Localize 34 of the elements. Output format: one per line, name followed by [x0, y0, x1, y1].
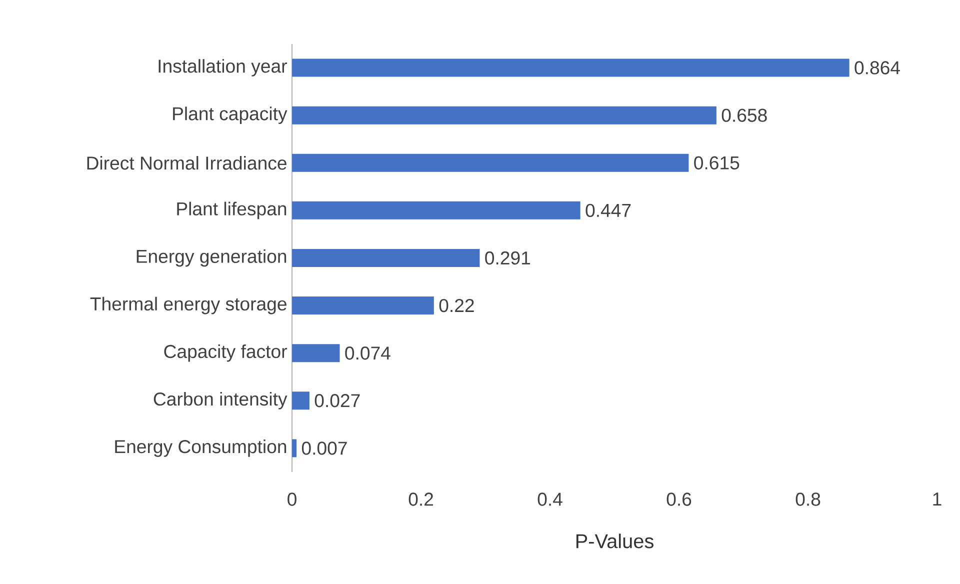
y-tick-label: Installation year — [158, 59, 287, 76]
y-tick-label: Thermal energy storage — [90, 296, 286, 314]
bar — [292, 154, 689, 172]
bar — [292, 106, 716, 124]
data-label: 0.22 — [439, 298, 474, 312]
data-label: 0.864 — [854, 61, 900, 74]
x-tick-label: 0.4 — [538, 492, 562, 506]
bar — [292, 58, 850, 77]
bar — [292, 439, 297, 458]
bar — [292, 296, 434, 315]
y-tick-label: Plant capacity — [173, 106, 288, 124]
bar — [292, 201, 580, 220]
bar — [292, 392, 310, 410]
x-tick-label: 1 — [933, 492, 942, 506]
y-tick-label: Plant lifespan — [177, 202, 286, 220]
data-label: 0.074 — [345, 346, 390, 360]
x-axis-title: P-Values — [576, 534, 654, 548]
data-label: 0.447 — [586, 204, 631, 218]
y-tick-label: Energy Consumption — [115, 440, 286, 457]
data-label: 0.291 — [485, 251, 530, 265]
y-tick-label: Direct Normal Irradiance — [87, 156, 286, 170]
y-tick-label: Carbon intensity — [154, 392, 288, 410]
x-tick-label: 0.2 — [408, 492, 434, 506]
data-label: 0.658 — [722, 108, 767, 122]
y-tick-label: Capacity factor — [164, 344, 287, 362]
x-tick-label: 0.6 — [666, 492, 692, 506]
x-tick-label: 0.8 — [796, 492, 820, 506]
y-tick-label: Energy generation — [136, 249, 286, 267]
data-label: 0.615 — [694, 156, 740, 170]
bar — [292, 248, 480, 267]
x-tick-label: 0 — [288, 492, 296, 506]
data-label: 0.027 — [314, 394, 360, 408]
bar — [292, 344, 340, 362]
data-label: 0.007 — [302, 442, 347, 455]
